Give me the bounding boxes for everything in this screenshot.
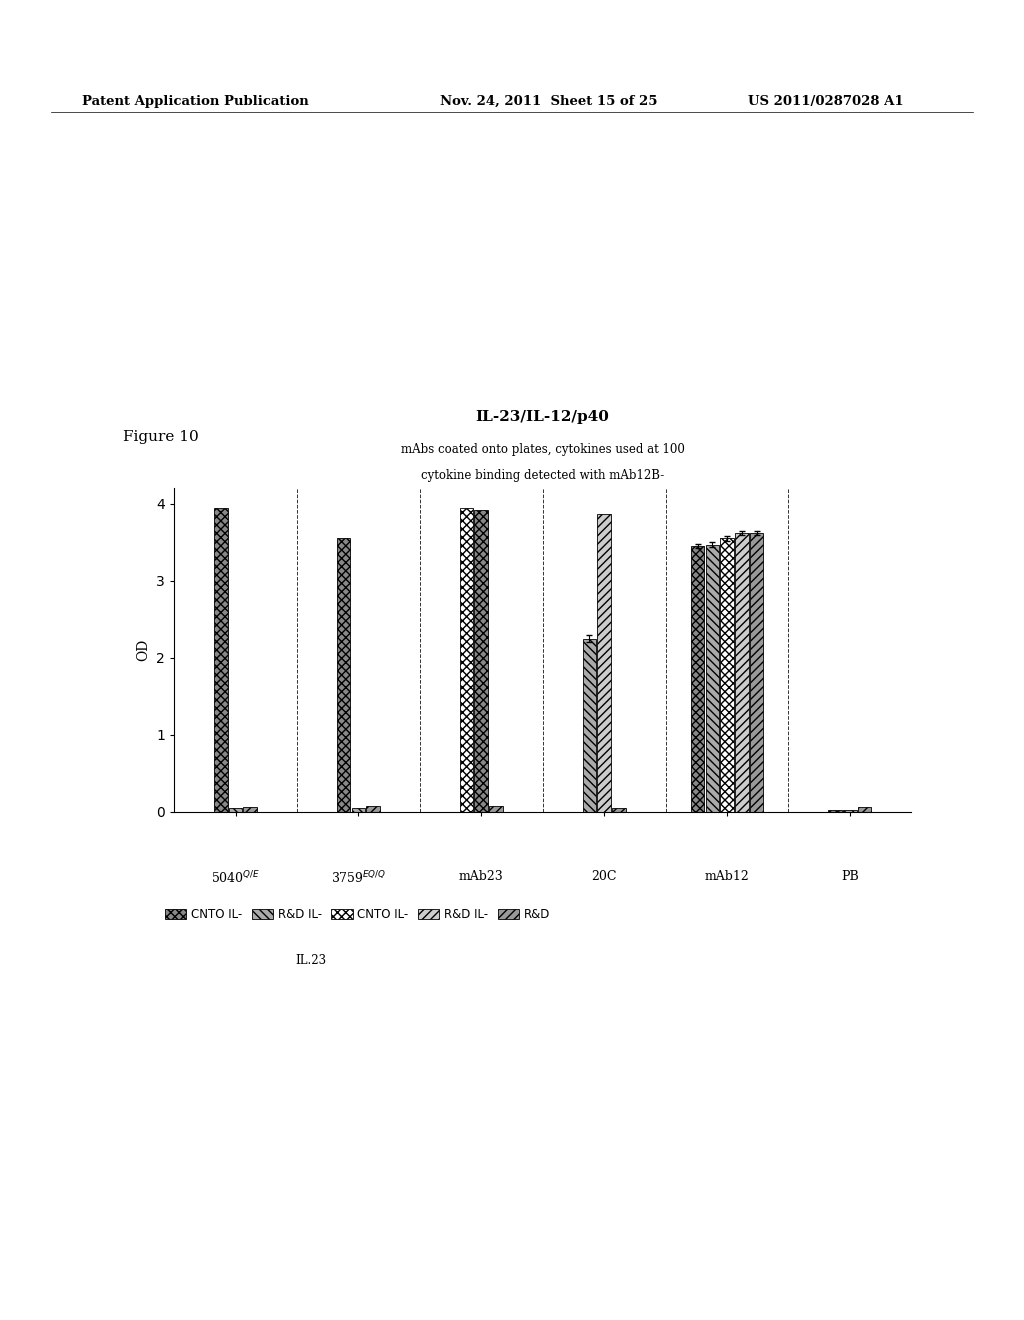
Bar	[244, 808, 257, 812]
Text: cytokine binding detected with mAb12B-: cytokine binding detected with mAb12B-	[421, 469, 665, 482]
Text: mAbs coated onto plates, cytokines used at 100: mAbs coated onto plates, cytokines used …	[400, 444, 685, 455]
Text: IL-23/IL-12/p40: IL-23/IL-12/p40	[476, 409, 609, 424]
Text: mAb12: mAb12	[705, 870, 750, 883]
Bar	[735, 533, 749, 812]
Legend: CNTO IL-, R&D IL-, CNTO IL-, R&D IL-, R&D: CNTO IL-, R&D IL-, CNTO IL-, R&D IL-, R&…	[165, 908, 550, 921]
Text: mAb23: mAb23	[459, 870, 504, 883]
Bar	[750, 533, 763, 812]
Bar	[337, 539, 350, 812]
Bar	[828, 810, 842, 812]
Text: IL.23: IL.23	[295, 954, 326, 968]
Y-axis label: OD: OD	[136, 639, 151, 661]
Bar	[706, 545, 719, 812]
Bar	[367, 807, 380, 812]
Bar	[474, 510, 488, 812]
Text: 20C: 20C	[592, 870, 616, 883]
Bar	[489, 807, 503, 812]
Bar	[460, 508, 473, 812]
Text: Patent Application Publication: Patent Application Publication	[82, 95, 308, 108]
Text: 5040$^{Q/E}$: 5040$^{Q/E}$	[211, 870, 260, 887]
Text: 3759$^{EQ/Q}$: 3759$^{EQ/Q}$	[331, 870, 386, 887]
Bar	[351, 808, 366, 812]
Text: Figure 10: Figure 10	[123, 430, 199, 445]
Bar	[720, 539, 734, 812]
Text: Nov. 24, 2011  Sheet 15 of 25: Nov. 24, 2011 Sheet 15 of 25	[440, 95, 657, 108]
Bar	[843, 810, 857, 812]
Text: US 2011/0287028 A1: US 2011/0287028 A1	[748, 95, 903, 108]
Bar	[583, 639, 596, 812]
Text: PB: PB	[841, 870, 859, 883]
Bar	[597, 513, 611, 812]
Bar	[214, 508, 227, 812]
Bar	[228, 808, 243, 812]
Bar	[612, 808, 626, 812]
Bar	[691, 546, 705, 812]
Bar	[858, 808, 871, 812]
